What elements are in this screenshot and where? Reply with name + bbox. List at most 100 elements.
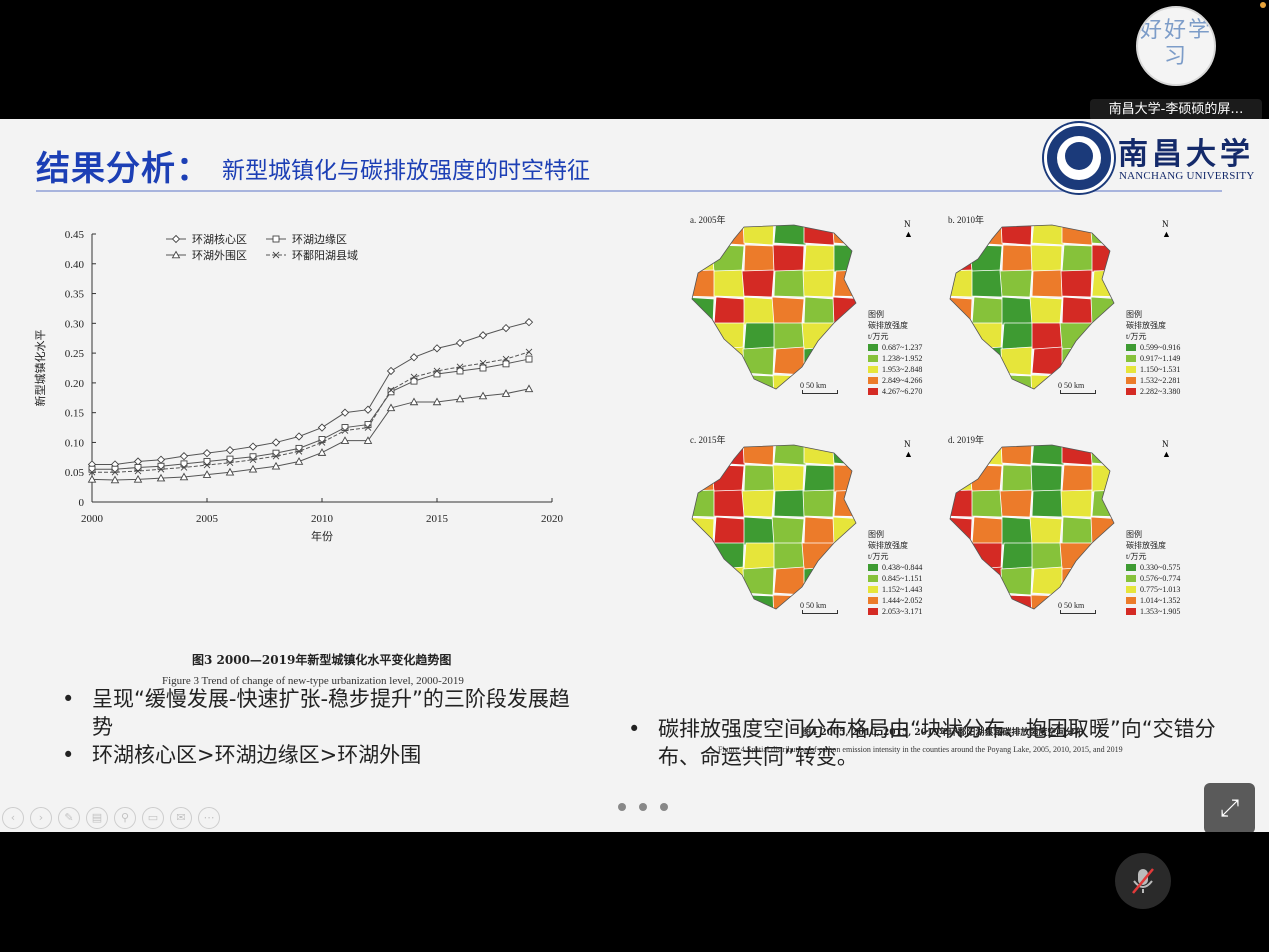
university-seal-logo [1044,123,1114,193]
county-polygon [1029,296,1063,326]
page-dot[interactable] [618,803,626,811]
data-point [249,453,257,461]
y-tick-label: 0.10 [65,437,85,449]
mic-muted-icon[interactable] [1115,853,1171,909]
county-polygon [773,322,805,350]
data-point [363,405,373,414]
legend-class-label: 1.150~1.531 [1140,365,1181,374]
page-indicator[interactable] [618,803,668,811]
county-polygon [742,346,775,376]
data-point [171,250,181,259]
legend-swatch [868,564,878,571]
legend-swatch [868,575,878,582]
legend-class-label: 2.053~3.171 [882,607,923,616]
county-polygon [950,489,975,518]
county-polygon [1001,244,1034,273]
county-polygon [711,374,745,389]
legend-class-label: 2.849~4.266 [882,376,923,385]
bullet-list-right: • 碳排放强度空间分布格局由“块状分布、抱团取暖”向“交错分布、命运共同”转变。 [628,715,1248,771]
data-point [386,403,396,412]
county-polygon [692,594,715,609]
data-point [432,397,442,406]
county-polygon [743,322,777,350]
legend-title: t/万元 [868,332,889,341]
presentation-slide: 结果分析： 新型城镇化与碳排放强度的时空特征 南昌大学 NANCHANG UNI… [0,119,1269,832]
region-outline [949,444,1115,610]
county-polygon [950,322,974,350]
legend-class-label: 1.953~2.848 [882,365,923,374]
county-polygon [1061,296,1094,326]
legend-class-label: 0.438~0.844 [882,563,923,572]
county-polygon [833,464,856,493]
map-legend: 图例 碳排放强度 t/万元 0.687~1.237 1.238~1.952 1.953~2… [868,309,922,397]
data-point [456,367,464,375]
prev-icon[interactable]: ‹ [2,807,24,829]
county-polygon [1091,464,1114,493]
map-year-label: b. 2010年 [948,215,985,225]
data-point [318,439,326,446]
page-dot[interactable] [660,803,668,811]
page-dot[interactable] [639,803,647,811]
county-polygon [950,445,973,466]
data-point [271,438,281,447]
county-polygon [773,346,807,376]
legend-swatch [868,344,878,351]
data-point [387,388,395,396]
county-polygon [1061,464,1095,493]
county-polygon [803,516,836,546]
zoom-icon[interactable]: ⚲ [114,807,136,829]
county-polygon [950,244,973,273]
county-polygon [713,269,745,298]
legend-row: 0.775~1.013 [1126,584,1180,595]
county-polygon [773,489,806,518]
bullet-list-left: • 呈现“缓慢发展-快速扩张-稳步提升”的三阶段发展趋势 • 环湖核心区>环湖边… [62,685,582,769]
legend-title: t/万元 [1126,332,1147,341]
county-polygon [803,244,837,273]
county-polygon [969,594,1003,609]
county-polygon [970,322,1003,350]
county-polygon [713,516,747,546]
county-polygon [950,225,973,246]
data-point [248,442,258,451]
legend-class-label: 2.282~3.380 [1140,387,1181,396]
legend-label: 环鄱阳湖县域 [292,249,358,262]
slides-icon[interactable]: ▤ [86,807,108,829]
y-tick-label: 0.25 [65,348,85,360]
message-icon[interactable]: ✉ [170,807,192,829]
data-point [410,377,418,385]
legend-class-label: 1.353~1.905 [1140,607,1181,616]
legend-title: 碳排放强度 [1126,541,1166,550]
expand-icon[interactable]: ⤢ [1204,783,1255,832]
county-polygon [1001,516,1033,546]
data-point [524,384,534,393]
county-polygon [741,489,775,518]
county-polygon [692,566,715,596]
university-name-en: NANCHANG UNIVERSITY [1119,170,1255,182]
speaker-avatar[interactable]: 好好学习 [1136,6,1216,86]
next-icon[interactable]: › [30,807,52,829]
legend-row: 0.330~0.575 [1126,562,1180,573]
county-polygon [1031,489,1064,518]
screen-icon[interactable]: ▭ [142,807,164,829]
county-polygon [743,516,775,546]
y-tick-label: 0.35 [65,289,85,301]
legend-swatch [1126,597,1136,604]
pen-icon[interactable]: ✎ [58,807,80,829]
legend-swatch [868,597,878,604]
county-polygon [803,566,835,596]
county-polygon [1059,322,1093,350]
data-point [171,234,181,244]
data-point [295,448,303,455]
data-point [249,456,257,464]
legend-row: 1.014~1.352 [1126,595,1180,606]
data-point [272,251,280,259]
county-polygon [773,542,805,570]
data-point [179,452,189,461]
scale-label: 50 km [806,601,827,610]
county-map [949,224,1115,390]
legend-class-label: 0.576~0.774 [1140,574,1181,583]
data-point [363,436,373,444]
legend-row: 1.953~2.848 [868,364,922,375]
more-icon[interactable]: ⋯ [198,807,220,829]
county-polygon [692,489,717,518]
